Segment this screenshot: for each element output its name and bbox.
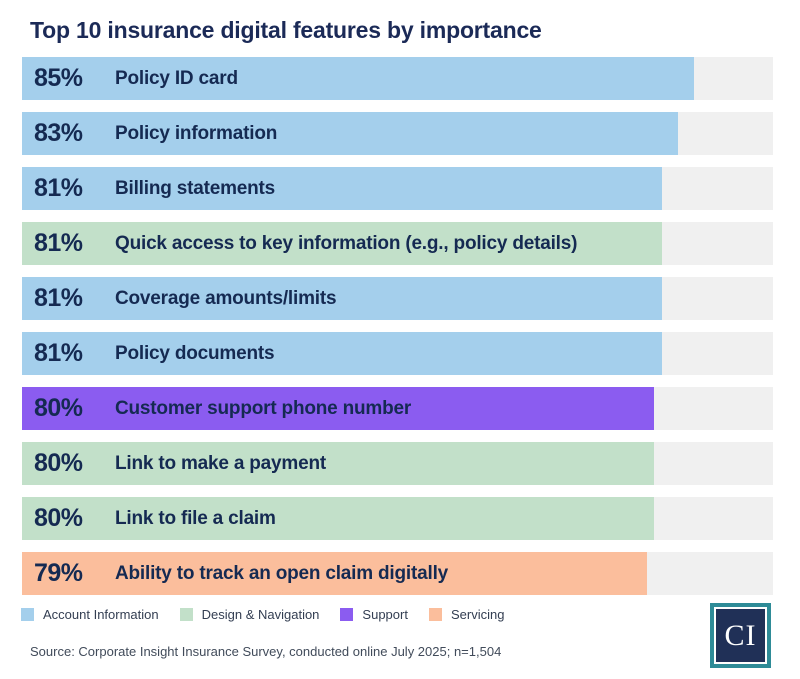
bar-track: 80% Link to file a claim bbox=[22, 497, 773, 540]
legend-item: Design & Navigation bbox=[179, 607, 320, 622]
bar-fill: 81% Policy documents bbox=[22, 332, 663, 375]
bar-value: 85% bbox=[34, 64, 83, 92]
legend-label: Design & Navigation bbox=[201, 607, 320, 622]
bar-value: 81% bbox=[34, 339, 83, 367]
bar-track: 81% Coverage amounts/limits bbox=[22, 277, 773, 320]
ci-logo: CI bbox=[710, 603, 771, 668]
bar-track: 81% Billing statements bbox=[22, 167, 773, 210]
bar-fill: 81% Coverage amounts/limits bbox=[22, 277, 663, 320]
bar-label: Customer support phone number bbox=[115, 397, 412, 419]
ci-logo-text: CI bbox=[724, 618, 757, 652]
bar-value: 80% bbox=[34, 394, 83, 422]
source-note: Source: Corporate Insight Insurance Surv… bbox=[30, 644, 502, 659]
bar-value: 80% bbox=[34, 449, 83, 477]
legend-label: Servicing bbox=[450, 607, 505, 622]
bar-fill: 83% Policy information bbox=[22, 112, 679, 155]
bar-value: 79% bbox=[34, 559, 83, 587]
bar-track: 81% Policy documents bbox=[22, 332, 773, 375]
bar-label: Ability to track an open claim digitally bbox=[115, 562, 449, 584]
bar-value: 81% bbox=[34, 229, 83, 257]
legend-swatch bbox=[340, 608, 354, 621]
bar-value: 81% bbox=[34, 174, 83, 202]
bar-fill: 80% Link to make a payment bbox=[22, 442, 655, 485]
legend-swatch bbox=[21, 608, 34, 621]
legend-swatch bbox=[428, 608, 442, 621]
chart-title: Top 10 insurance digital features by imp… bbox=[30, 17, 542, 43]
bar-fill: 81% Billing statements bbox=[22, 167, 663, 210]
bar-fill: 80% Link to file a claim bbox=[22, 497, 655, 540]
bar-fill: 80% Customer support phone number bbox=[22, 387, 655, 430]
ci-logo-inner: CI bbox=[714, 607, 767, 664]
bar-value: 80% bbox=[34, 504, 83, 532]
bar-fill: 79% Ability to track an open claim digit… bbox=[22, 552, 647, 595]
legend-label: Support bbox=[362, 607, 408, 622]
bar-fill: 85% Policy ID card bbox=[22, 57, 694, 100]
bar-label: Policy information bbox=[115, 122, 278, 144]
bar-track: 80% Link to make a payment bbox=[22, 442, 773, 485]
bar-label: Policy ID card bbox=[115, 67, 238, 89]
bar-label: Policy documents bbox=[115, 342, 275, 364]
legend-item: Servicing bbox=[428, 607, 505, 622]
bar-label: Quick access to key information (e.g., p… bbox=[115, 232, 578, 254]
bar-value: 81% bbox=[34, 284, 83, 312]
bar-rows: 85% Policy ID card 83% Policy informatio… bbox=[22, 57, 773, 595]
bar-track: 79% Ability to track an open claim digit… bbox=[22, 552, 773, 595]
bar-track: 80% Customer support phone number bbox=[22, 387, 773, 430]
bar-track: 83% Policy information bbox=[22, 112, 773, 155]
bar-fill: 81% Quick access to key information (e.g… bbox=[22, 222, 663, 265]
legend-label: Account Information bbox=[43, 607, 159, 622]
legend-item: Account Information bbox=[21, 607, 159, 622]
bar-label: Coverage amounts/limits bbox=[115, 287, 337, 309]
bar-value: 83% bbox=[34, 119, 83, 147]
bar-label: Billing statements bbox=[115, 177, 276, 199]
legend-item: Support bbox=[340, 607, 408, 622]
legend: Account Information Design & Navigation … bbox=[21, 607, 800, 622]
bar-label: Link to make a payment bbox=[115, 452, 327, 474]
bar-track: 85% Policy ID card bbox=[22, 57, 773, 100]
bar-label: Link to file a claim bbox=[115, 507, 276, 529]
bar-track: 81% Quick access to key information (e.g… bbox=[22, 222, 773, 265]
legend-swatch bbox=[179, 608, 193, 621]
